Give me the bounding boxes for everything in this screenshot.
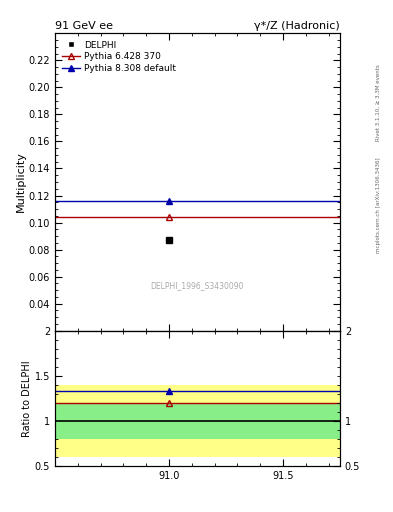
Legend: DELPHI, Pythia 6.428 370, Pythia 8.308 default: DELPHI, Pythia 6.428 370, Pythia 8.308 d… xyxy=(59,38,178,76)
Y-axis label: Multiplicity: Multiplicity xyxy=(16,152,26,212)
Text: 91 GeV ee: 91 GeV ee xyxy=(55,21,113,31)
Text: γ*/Z (Hadronic): γ*/Z (Hadronic) xyxy=(254,21,340,31)
Bar xyxy=(55,403,340,439)
Text: DELPHI_1996_S3430090: DELPHI_1996_S3430090 xyxy=(151,282,244,291)
Y-axis label: Ratio to DELPHI: Ratio to DELPHI xyxy=(22,360,32,437)
Text: Rivet 3.1.10, ≥ 3.3M events: Rivet 3.1.10, ≥ 3.3M events xyxy=(376,64,380,141)
Bar xyxy=(55,385,340,457)
Text: mcplots.cern.ch [arXiv:1306.3436]: mcplots.cern.ch [arXiv:1306.3436] xyxy=(376,157,380,252)
